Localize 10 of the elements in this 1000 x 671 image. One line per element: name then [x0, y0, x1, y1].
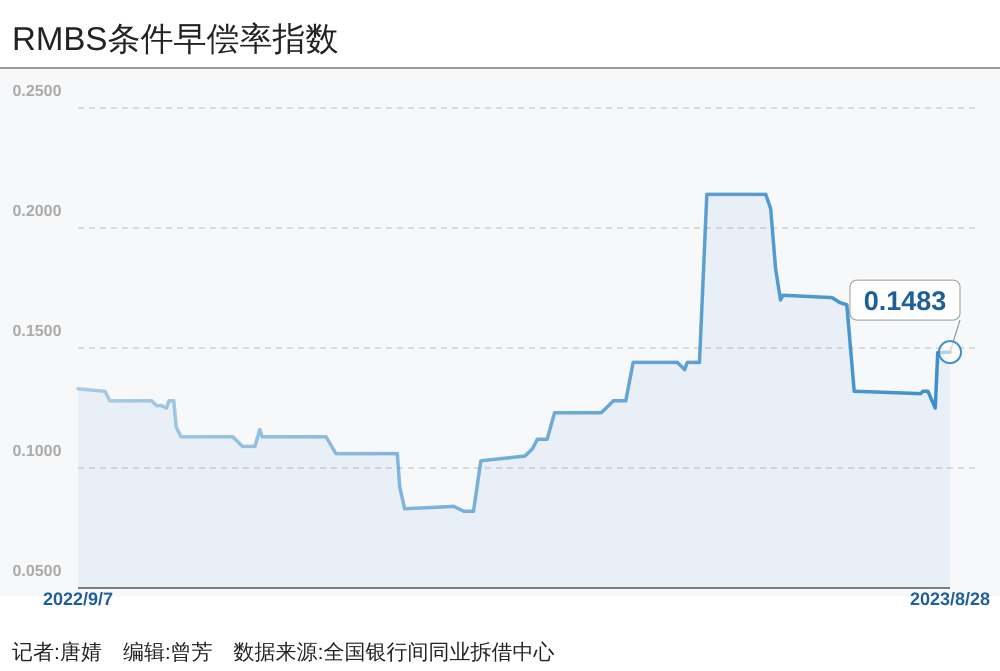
- y-tick-label: 0.1000: [12, 443, 62, 460]
- x-tick-label: 2022/9/7: [42, 589, 114, 609]
- y-tick-label: 0.0500: [12, 563, 62, 580]
- text: 记者:唐婧 编辑:曾芳 数据来源:全国银行间同业拆借中心: [12, 641, 555, 664]
- y-tick-label: 0.2000: [12, 203, 62, 220]
- y-tick-label: 0.2500: [12, 83, 62, 100]
- x-tick-label: 2023/8/28: [910, 589, 990, 609]
- chart-title: RMBS条件早偿率指数: [12, 20, 338, 57]
- y-tick-label: 0.1500: [12, 323, 62, 340]
- annotation: 0.1483: [864, 286, 946, 316]
